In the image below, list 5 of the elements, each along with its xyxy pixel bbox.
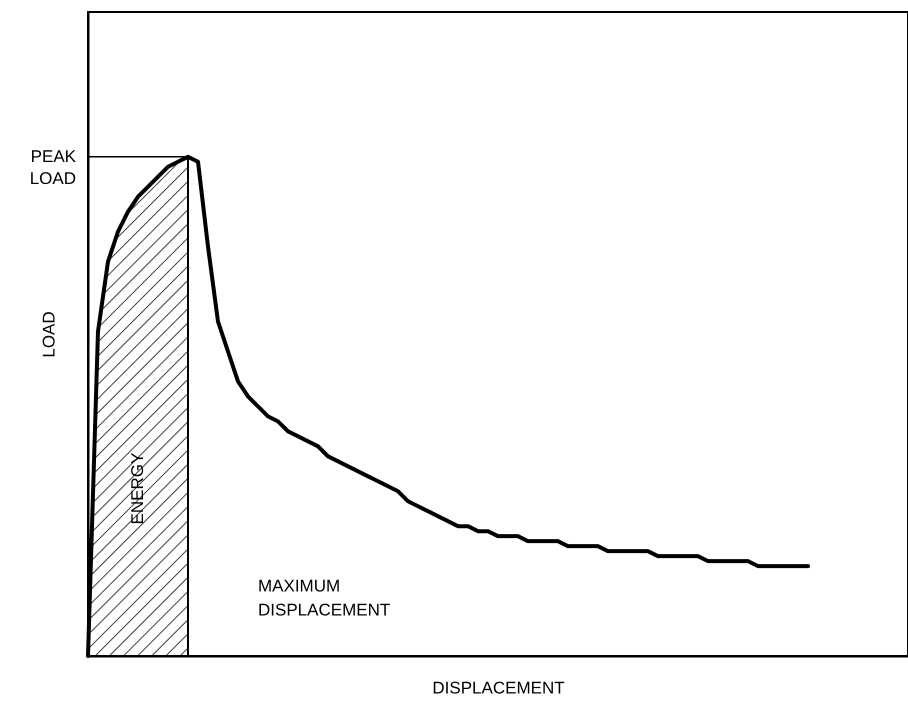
annotation: ENERGY bbox=[128, 452, 147, 524]
annotation: MAXIMUM DISPLACEMENT bbox=[258, 576, 390, 620]
ref-line-label: PEAK LOAD bbox=[30, 146, 77, 188]
y-axis-title: LOAD bbox=[40, 311, 58, 358]
x-axis-title: DISPLACEMENT bbox=[432, 678, 565, 698]
